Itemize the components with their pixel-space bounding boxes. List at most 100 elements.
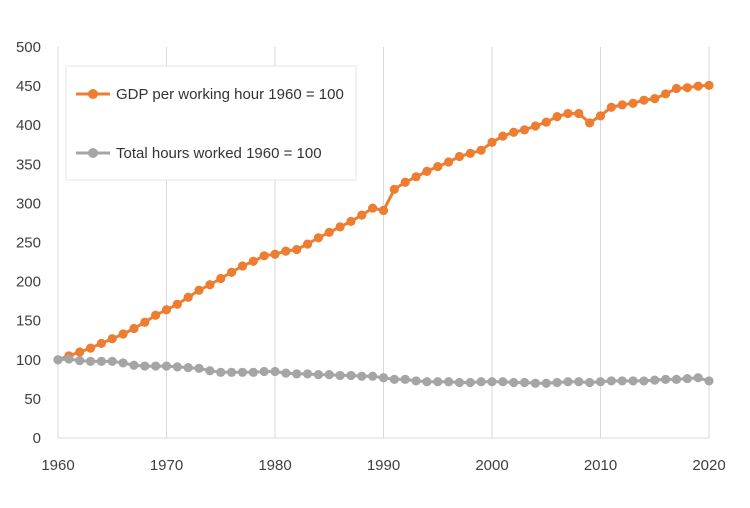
data-point-hours — [216, 367, 226, 377]
data-point-gdp — [595, 111, 606, 121]
data-point-hours — [411, 376, 421, 386]
data-point-gdp — [237, 261, 248, 271]
data-point-gdp — [487, 137, 497, 148]
data-point-hours — [270, 366, 280, 377]
data-point-hours — [313, 370, 323, 380]
data-point-gdp — [129, 323, 139, 334]
data-point-hours — [617, 376, 627, 386]
x-tick-label: 2000 — [475, 457, 508, 474]
data-point-gdp — [96, 338, 106, 348]
data-point-gdp — [194, 285, 204, 295]
data-point-gdp — [606, 102, 616, 112]
data-point-gdp — [585, 118, 595, 128]
data-point-gdp — [378, 205, 389, 216]
series-layer — [53, 80, 714, 388]
data-point-hours — [118, 358, 128, 368]
legend-swatch-gdp-marker — [88, 89, 98, 99]
data-point-hours — [552, 377, 562, 388]
data-point-hours — [650, 375, 660, 385]
data-point-hours — [444, 377, 454, 387]
data-point-hours — [509, 377, 519, 388]
y-tick-label: 300 — [16, 195, 41, 212]
data-point-hours — [541, 378, 551, 388]
data-point-gdp — [671, 83, 682, 94]
data-point-hours — [183, 363, 193, 373]
data-point-gdp — [628, 98, 638, 108]
y-tick-label: 450 — [16, 78, 41, 95]
data-point-hours — [140, 361, 150, 371]
data-point-hours — [368, 371, 378, 381]
y-tick-label: 250 — [16, 235, 41, 252]
x-tick-label: 1960 — [41, 457, 74, 474]
data-point-gdp — [433, 162, 443, 172]
data-point-gdp — [465, 148, 475, 158]
data-point-hours — [64, 354, 74, 364]
data-point-hours — [400, 374, 410, 384]
x-tick-label: 1990 — [367, 457, 400, 474]
data-point-hours — [422, 377, 432, 387]
data-point-hours — [161, 361, 172, 371]
series-gdp — [53, 80, 714, 365]
data-point-gdp — [302, 239, 313, 249]
data-point-hours — [682, 373, 692, 384]
data-point-gdp — [248, 256, 258, 266]
x-tick-label: 2020 — [692, 457, 725, 474]
data-point-gdp — [617, 100, 627, 110]
data-point-gdp — [519, 125, 530, 135]
data-point-gdp — [693, 81, 703, 91]
data-point-hours — [248, 367, 258, 377]
data-point-hours — [563, 377, 573, 387]
data-point-gdp — [259, 251, 269, 261]
data-point-gdp — [85, 343, 96, 353]
data-point-hours — [661, 374, 671, 384]
data-point-gdp — [205, 280, 215, 290]
data-point-hours — [151, 361, 161, 371]
x-tick-label: 1980 — [258, 457, 291, 474]
data-point-hours — [281, 368, 291, 378]
data-point-gdp — [227, 267, 237, 277]
data-point-gdp — [563, 108, 573, 119]
data-point-gdp — [140, 317, 150, 327]
data-point-hours — [75, 355, 85, 366]
x-tick-label: 1970 — [150, 457, 183, 474]
legend-label-hours: Total hours worked 1960 = 100 — [116, 145, 322, 162]
data-point-hours — [487, 377, 497, 387]
data-point-hours — [324, 370, 334, 380]
legend: GDP per working hour 1960 = 100 Total ho… — [65, 65, 357, 181]
data-point-hours — [454, 377, 465, 388]
series-hours — [53, 354, 714, 388]
data-point-hours — [498, 377, 508, 387]
data-point-gdp — [541, 117, 551, 127]
data-point-gdp — [292, 244, 302, 255]
data-point-gdp — [270, 249, 280, 259]
data-point-gdp — [161, 305, 172, 315]
data-point-hours — [346, 370, 356, 381]
data-point-gdp — [335, 222, 345, 232]
y-tick-label: 500 — [16, 39, 41, 56]
data-point-hours — [585, 377, 595, 388]
data-point-gdp — [509, 127, 519, 137]
data-point-hours — [574, 377, 584, 387]
data-point-gdp — [454, 151, 465, 162]
y-axis-tick-labels: 0 50 100 150 200 250 300 350 400 450 500 — [16, 39, 41, 447]
data-point-hours — [519, 377, 530, 388]
data-point-gdp — [422, 166, 432, 176]
data-point-hours — [476, 377, 486, 387]
data-point-hours — [639, 376, 649, 386]
y-tick-label: 100 — [16, 352, 41, 369]
x-axis-tick-labels: 1960 1970 1980 1990 2000 2010 2020 — [41, 457, 725, 474]
data-point-gdp — [216, 273, 226, 284]
legend-label-gdp: GDP per working hour 1960 = 100 — [116, 86, 344, 103]
data-point-hours — [302, 369, 313, 379]
data-point-gdp — [151, 310, 161, 320]
data-point-gdp — [281, 246, 291, 256]
data-point-hours — [389, 374, 399, 384]
data-point-gdp — [704, 80, 714, 90]
data-point-gdp — [183, 292, 193, 302]
data-point-hours — [628, 376, 638, 386]
data-point-gdp — [530, 121, 541, 131]
data-point-hours — [693, 373, 703, 383]
data-point-gdp — [639, 95, 649, 105]
data-point-hours — [292, 369, 302, 379]
